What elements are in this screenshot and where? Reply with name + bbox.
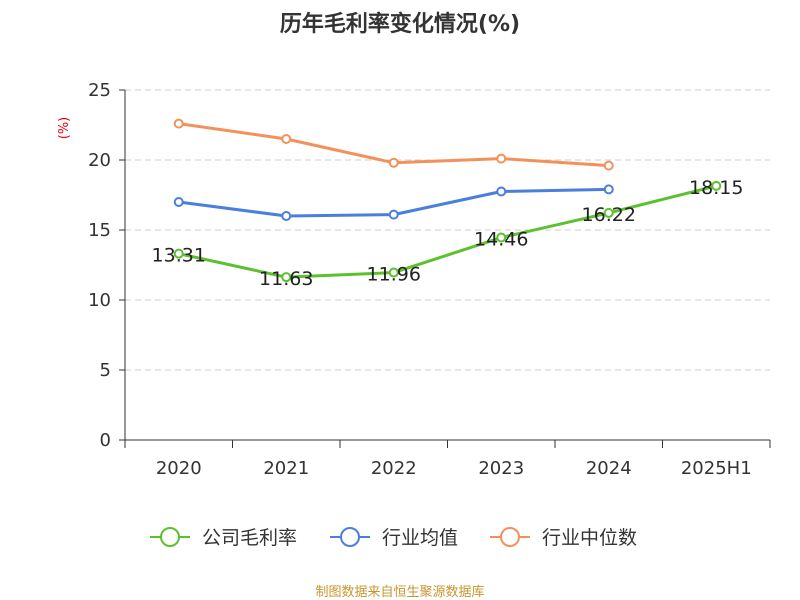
legend-label: 公司毛利率 — [202, 527, 297, 549]
data-point — [603, 207, 614, 218]
x-tick-label: 2021 — [263, 458, 309, 479]
series-group — [173, 118, 722, 283]
data-point — [496, 153, 507, 164]
y-tick-label: 0 — [100, 430, 111, 451]
y-tick-label: 15 — [88, 220, 111, 241]
data-point — [388, 209, 399, 220]
axes: 0 5 10 15 20 25 (%) 2020 2021 2022 2023 2024 2025H1 — [57, 80, 771, 479]
x-tick-label: 2022 — [371, 458, 417, 479]
data-label: 14.46 — [474, 229, 528, 251]
data-point — [496, 186, 507, 197]
data-point — [603, 160, 614, 171]
data-label: 11.96 — [367, 264, 421, 286]
data-point — [281, 134, 292, 144]
legend-item: 行业均值 — [330, 527, 458, 549]
data-point — [388, 157, 399, 168]
x-tick-label: 2023 — [478, 458, 524, 479]
legend-label: 行业中位数 — [542, 527, 637, 549]
legend: 公司毛利率 行业均值 行业中位数 — [150, 527, 637, 549]
data-point — [711, 180, 722, 191]
y-tick-label: 25 — [88, 80, 111, 101]
x-tick-label: 2025H1 — [681, 458, 752, 479]
legend-label: 行业均值 — [382, 527, 458, 549]
legend-marker — [160, 527, 180, 547]
legend-item: 行业中位数 — [490, 527, 637, 549]
y-axis-label: (%) — [57, 117, 72, 140]
y-tick-label: 5 — [100, 360, 111, 381]
x-tick-label: 2024 — [586, 458, 632, 479]
chart-title: 历年毛利率变化情况(%) — [279, 12, 521, 37]
grid-lines — [125, 89, 770, 371]
data-label: 13.31 — [152, 245, 206, 267]
data-label: 11.63 — [259, 268, 313, 290]
data-point — [281, 211, 292, 221]
data-point — [173, 248, 184, 259]
data-label: 18.15 — [689, 177, 743, 199]
data-point — [281, 272, 292, 283]
legend-marker — [340, 527, 360, 547]
source-note: 制图数据来自恒生聚源数据库 — [315, 585, 485, 600]
legend-marker — [500, 527, 520, 547]
data-point — [496, 232, 507, 243]
legend-item: 公司毛利率 — [150, 527, 297, 549]
y-tick-label: 20 — [88, 150, 111, 171]
data-point — [388, 267, 399, 278]
data-label: 16.22 — [582, 204, 636, 226]
data-point — [603, 184, 614, 195]
y-tick-label: 10 — [88, 290, 111, 311]
x-tick-label: 2020 — [156, 458, 202, 479]
data-point — [173, 118, 184, 129]
data-point — [173, 197, 184, 207]
data-labels: 13.31 11.63 11.96 14.46 16.22 18.15 — [152, 177, 744, 290]
series-line — [178, 184, 717, 279]
